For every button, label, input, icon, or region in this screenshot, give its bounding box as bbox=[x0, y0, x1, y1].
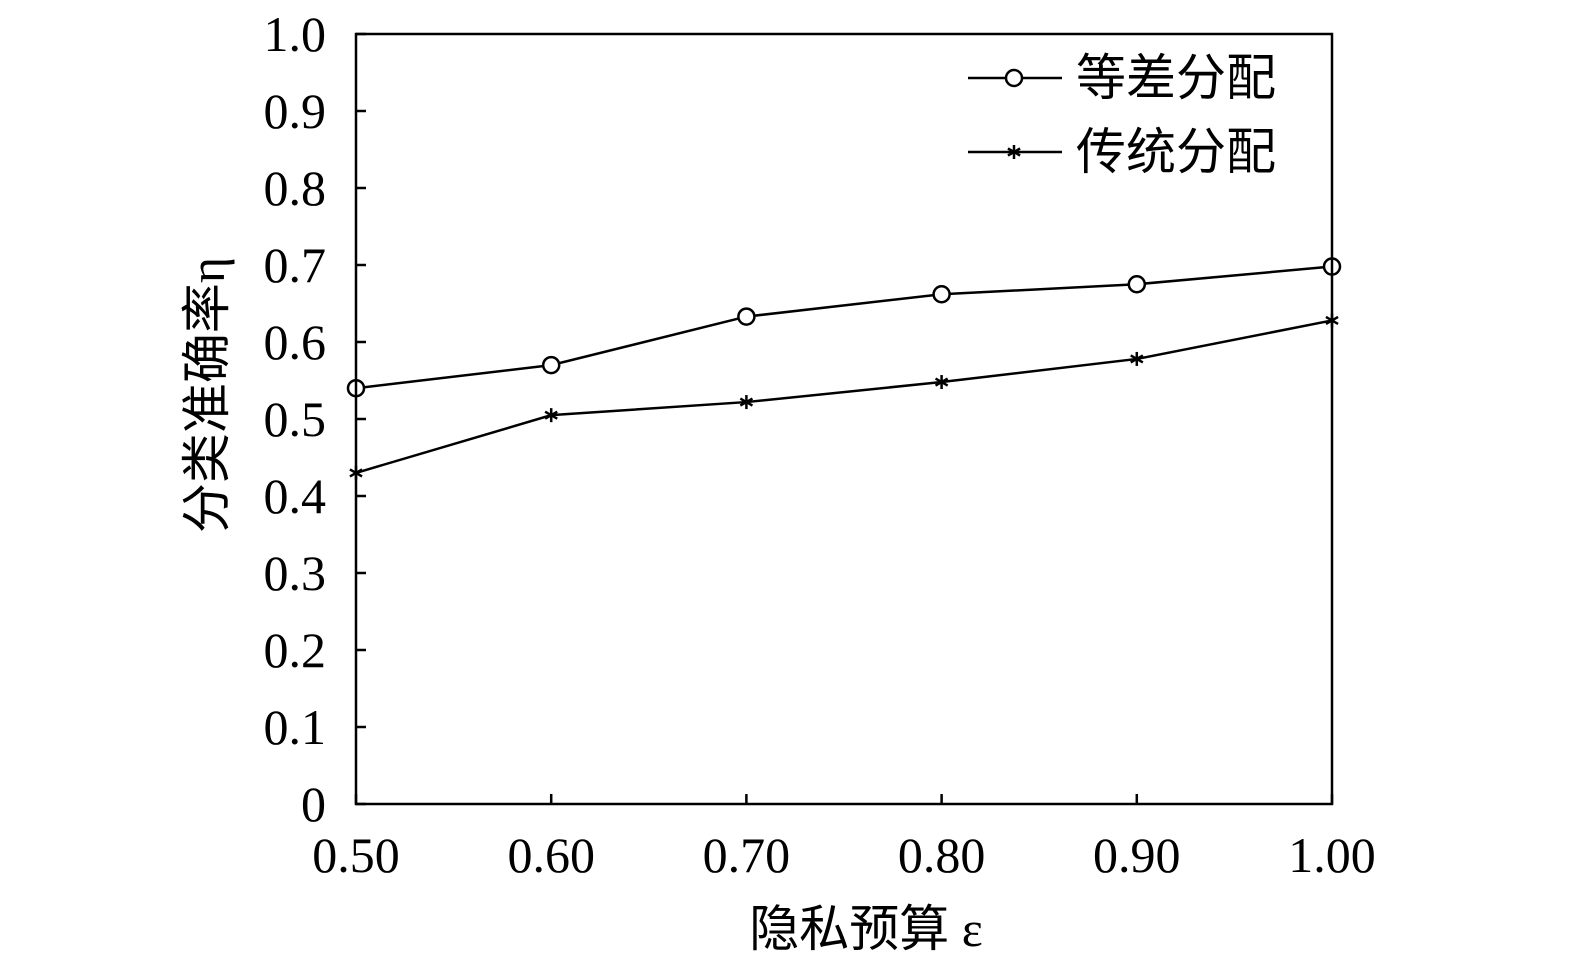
data-point-star bbox=[934, 375, 949, 390]
y-axis-label: 分类准确率η bbox=[179, 257, 235, 533]
legend-star-glyph bbox=[1007, 145, 1021, 159]
y-tick-label: 0.1 bbox=[264, 699, 327, 755]
y-tick-label: 0.9 bbox=[264, 83, 327, 139]
data-point-star bbox=[544, 408, 558, 423]
x-tick-label: 0.60 bbox=[507, 827, 595, 883]
series-line-1 bbox=[355, 265, 1333, 390]
y-tick-label: 0.4 bbox=[264, 468, 327, 524]
data-point-circle bbox=[932, 285, 951, 304]
x-tick-label: 0.50 bbox=[312, 827, 400, 883]
plot-frame bbox=[354, 32, 1334, 806]
data-point-circle bbox=[1127, 275, 1147, 294]
legend-marker-star bbox=[1007, 145, 1021, 159]
y-tick-label: 0.5 bbox=[264, 391, 327, 447]
y-tick-label: 0.2 bbox=[264, 622, 327, 678]
y-axis-ticks: 0 0.1 0.2 0.3 0.4 0.5 0.6 0.7 0.8 0.9 1.0 bbox=[264, 6, 366, 832]
legend: 等差分配 传统分配 bbox=[968, 50, 1276, 180]
series-layer bbox=[346, 257, 1342, 480]
legend-label-series-1: 等差分配 bbox=[1076, 50, 1276, 106]
y-tick-label: 0.3 bbox=[264, 545, 327, 601]
data-point-star bbox=[1130, 351, 1144, 366]
legend-marker-circle bbox=[1004, 68, 1024, 88]
data-point-star bbox=[739, 395, 754, 410]
legend-label-series-2: 传统分配 bbox=[1076, 124, 1276, 180]
data-point-circle bbox=[737, 307, 756, 326]
x-tick-label: 0.90 bbox=[1093, 827, 1181, 883]
y-tick-label: 1.0 bbox=[264, 6, 327, 62]
series-line-2 bbox=[355, 319, 1333, 475]
y-tick-label: 0.7 bbox=[264, 237, 327, 293]
x-axis-ticks: 0.50 0.60 0.70 0.80 0.90 1.00 bbox=[312, 794, 1376, 883]
x-tick-label: 1.00 bbox=[1288, 827, 1376, 883]
x-tick-label: 0.70 bbox=[703, 827, 791, 883]
x-axis-label: 隐私预算 ε bbox=[749, 901, 983, 957]
y-tick-label: 0.8 bbox=[264, 160, 327, 216]
y-tick-label: 0 bbox=[301, 776, 326, 832]
data-point-circle bbox=[541, 355, 561, 375]
x-tick-label: 0.80 bbox=[898, 827, 986, 883]
y-tick-label: 0.6 bbox=[264, 314, 327, 370]
